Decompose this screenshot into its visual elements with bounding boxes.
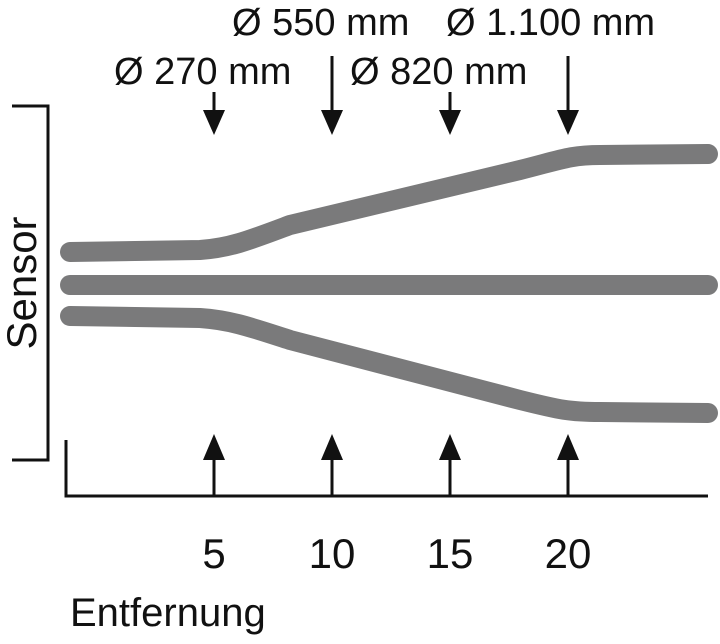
sensor-bracket: [12, 104, 50, 462]
down-arrow-5: [203, 92, 225, 135]
down-arrow-10: [321, 56, 343, 135]
down-arrow-20: [557, 56, 579, 135]
up-arrow-20: [557, 434, 579, 496]
distance-axis-title: Entfernung: [70, 591, 266, 635]
up-arrow-5: [203, 434, 225, 496]
tick-label-15: 15: [427, 530, 474, 577]
tick-label-10: 10: [309, 530, 356, 577]
up-arrow-10: [321, 434, 343, 496]
down-arrow-15: [439, 92, 461, 135]
diameter-label-5: Ø 270 mm: [114, 51, 291, 93]
diameter-label-15: Ø 820 mm: [350, 51, 527, 93]
tick-label-5: 5: [202, 530, 225, 577]
beam-lower-edge: [60, 306, 718, 423]
sensor-label: Sensor: [0, 216, 45, 349]
diameter-label-20: Ø 1.100 mm: [446, 2, 655, 44]
beam-upper-edge: [60, 144, 718, 262]
up-arrow-15: [439, 434, 461, 496]
tick-label-20: 20: [545, 530, 592, 577]
diameter-label-10: Ø 550 mm: [232, 2, 409, 44]
distance-axis: [64, 440, 708, 498]
